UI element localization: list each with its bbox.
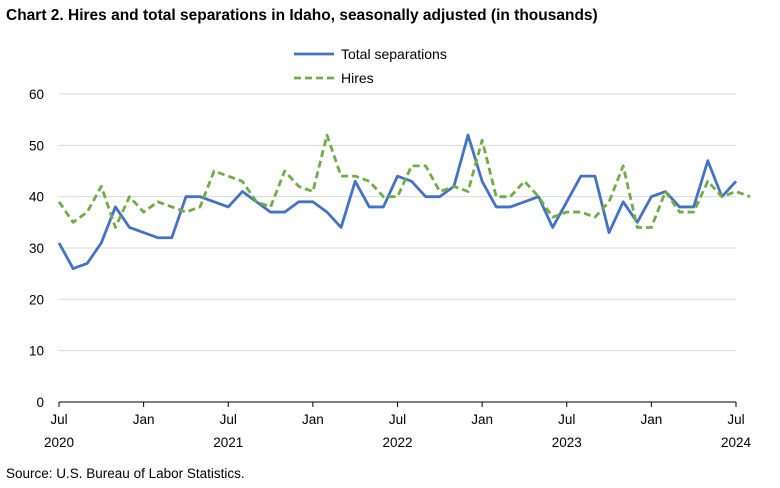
x-tick-label-month: Jan [640,412,662,427]
x-tick-label-year: 2021 [213,435,243,450]
x-axis: Jul 2020 Jan Jul 2021 Jan Jul 2022 Jan Jul 2023 Jan… [44,401,752,450]
legend: Total separations Hires [294,46,447,86]
x-tick-label-month: Jul [727,412,744,427]
y-tick-label: 40 [29,190,44,205]
chart-title: Chart 2. Hires and total separations in … [6,7,598,24]
y-tick-label: 60 [29,87,44,102]
y-tick-label: 0 [36,395,44,410]
y-tick-label: 20 [29,292,44,307]
y-tick-label: 30 [29,241,44,256]
series-line-hires [57,133,751,229]
x-tick-label-month: Jul [50,412,67,427]
source-note: Source: U.S. Bureau of Labor Statistics. [6,466,245,481]
x-tick-label-year: 2022 [382,435,412,450]
x-tick-label-year: 2023 [552,435,582,450]
gridlines [59,93,736,352]
x-tick-label-month: Jan [133,412,155,427]
x-tick-label-month: Jan [302,412,324,427]
y-axis-ticks: 0 10 20 30 40 50 60 [29,87,44,410]
legend-label: Hires [341,70,374,86]
x-tick-label-year: 2024 [721,435,752,450]
y-tick-label: 50 [29,138,44,153]
series-line-total-separations [57,133,738,270]
legend-label: Total separations [341,46,447,62]
x-tick-label-year: 2020 [44,435,74,450]
x-tick-label-month: Jan [471,412,493,427]
x-tick-label-month: Jul [389,412,406,427]
x-tick-label-month: Jul [558,412,575,427]
y-tick-label: 10 [29,344,44,359]
series-lines [57,133,751,270]
x-tick-label-month: Jul [220,412,237,427]
